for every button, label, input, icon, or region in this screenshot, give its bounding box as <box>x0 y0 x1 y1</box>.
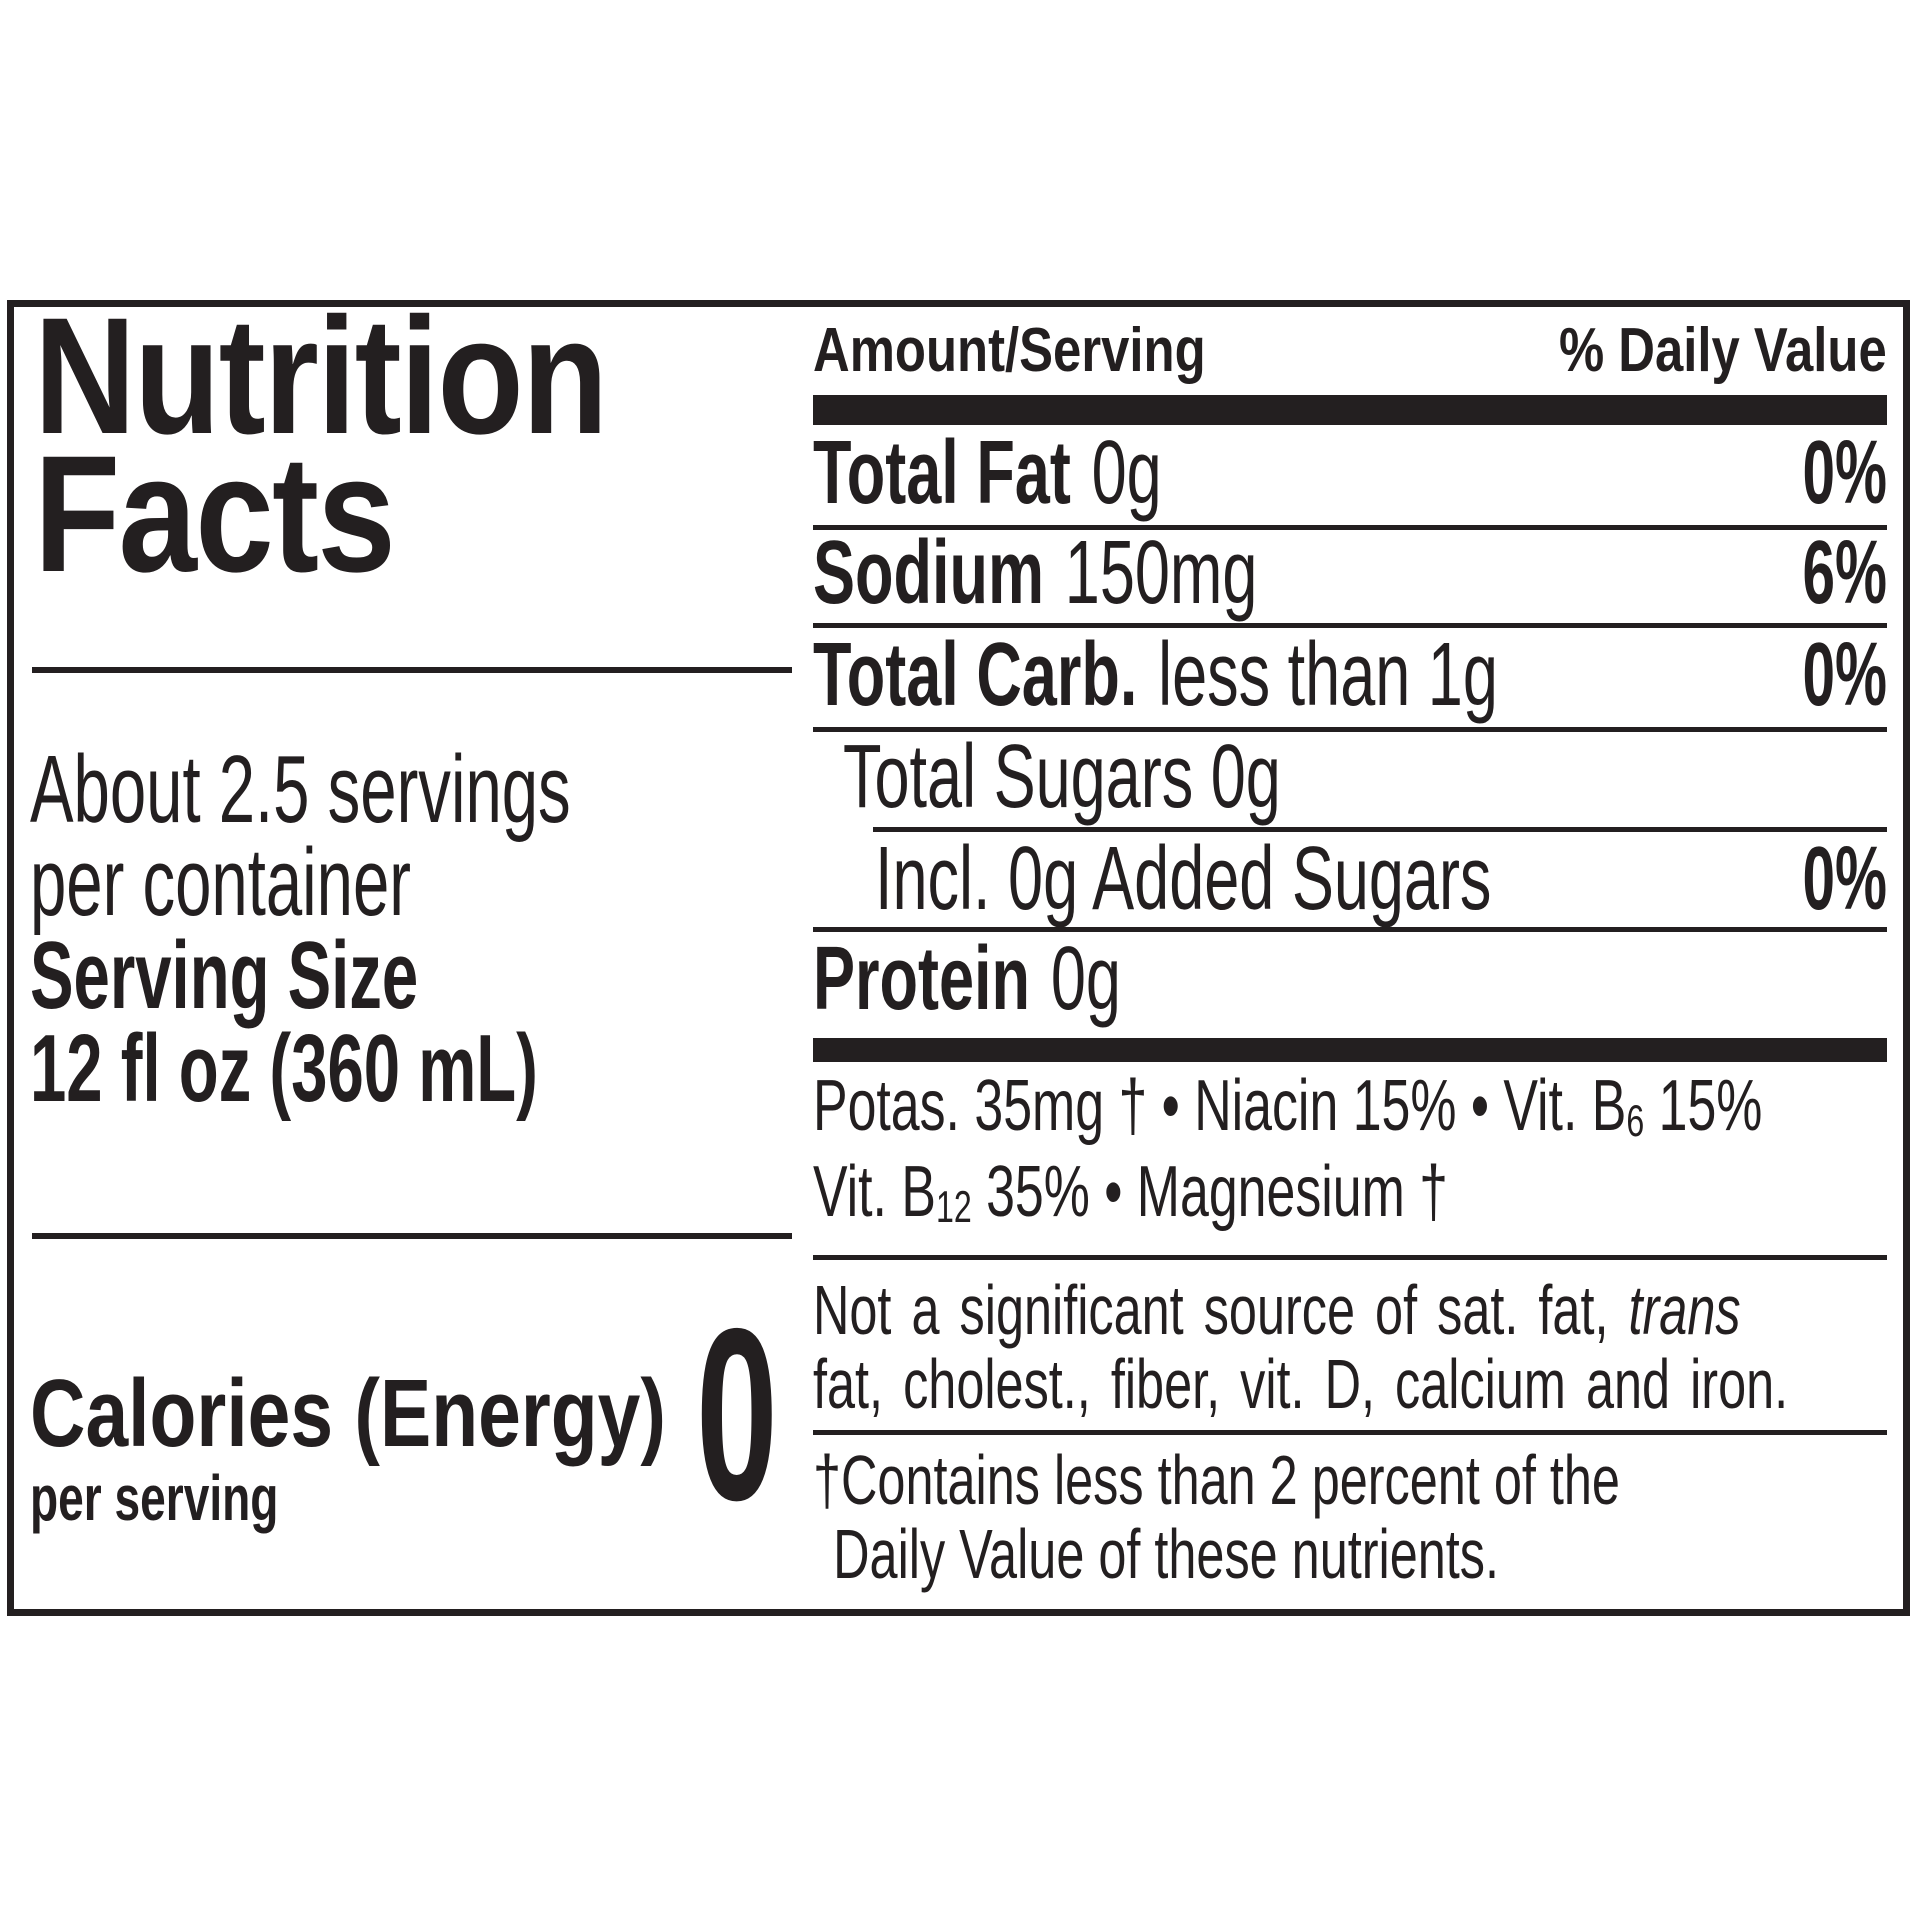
nutrition-facts-label: Nutrition Facts About 2.5 servings per c… <box>7 284 1910 1616</box>
servings-per-container-line1: About 2.5 servings <box>30 736 571 843</box>
label-title: Nutrition Facts <box>34 284 608 607</box>
calories-label: Calories (Energy) <box>30 1360 666 1467</box>
protein-separator-bar <box>813 1038 1887 1062</box>
label-title-line1: Nutrition <box>34 284 608 469</box>
nutrient-amount: Total Sugars 0g <box>843 727 1281 827</box>
servings-per-container-line2: per container <box>30 829 412 936</box>
vitamin-b6-subscript: 6 <box>1626 1097 1645 1147</box>
row-rule <box>813 727 1887 732</box>
serving-info: About 2.5 servings per container Serving… <box>30 736 571 1122</box>
nutrient-name: Total Fat <box>813 423 1071 523</box>
nutrient-row-sodium: Sodium 150mg 6% <box>813 528 1887 620</box>
not-significant-note-line2: fat, cholest., fiber, vit. D, calcium an… <box>813 1345 1789 1423</box>
row-rule <box>813 623 1887 628</box>
dagger-footnote-line1: †Contains less than 2 percent of the <box>813 1441 1620 1519</box>
nutrient-amount: 0g <box>1091 423 1162 523</box>
nutrient-amount: Incl. 0g Added Sugars <box>875 829 1492 929</box>
footnote-rule <box>813 1430 1887 1435</box>
micronutrients-rule <box>813 1255 1887 1260</box>
nutrient-name: Total Carb. <box>813 625 1138 725</box>
row-rule-indented <box>873 827 1887 832</box>
header-separator-bar <box>813 395 1887 425</box>
row-rule <box>813 525 1887 530</box>
vitamin-b12-subscript: 12 <box>935 1183 972 1233</box>
calories-value: 0 <box>696 1277 778 1551</box>
dagger-footnote: †Contains less than 2 percent of the Dai… <box>813 1443 1620 1591</box>
micronutrients-line1: Potas. 35mg † • Niacin 15% • Vit. B6 15% <box>813 1066 1763 1147</box>
nutrient-daily-value: 6% <box>1802 523 1887 623</box>
left-divider-rule-bottom <box>32 1233 792 1239</box>
micronutrients-text: Potas. 35mg † • Niacin 15% • Vit. B6 15%… <box>813 1068 1762 1240</box>
dagger-footnote-line2: Daily Value of these nutrients. <box>833 1515 1499 1593</box>
left-divider-rule-top <box>32 667 792 673</box>
nutrient-daily-value: 0% <box>1802 829 1887 929</box>
nutrient-row-total-carb: Total Carb. less than 1g 0% <box>813 630 1887 722</box>
nutrient-row-total-fat: Total Fat 0g 0% <box>813 428 1887 520</box>
nutrient-daily-value: 0% <box>1802 423 1887 523</box>
row-rule <box>813 927 1887 932</box>
nutrient-table: Amount/Serving % Daily Value Total Fat 0g… <box>813 307 1887 1609</box>
amount-per-serving-header: Amount/Serving <box>813 316 1206 385</box>
percent-daily-value-header: % Daily Value <box>1559 316 1887 385</box>
micronutrients-line2: Vit. B12 35% • Magnesium † <box>813 1152 1449 1233</box>
serving-size-value: 12 fl oz (360 mL) <box>30 1015 538 1122</box>
not-significant-note-line1: Not a significant source of sat. fat, tr… <box>813 1271 1741 1349</box>
nutrient-daily-value: 0% <box>1802 625 1887 725</box>
not-significant-note: Not a significant source of sat. fat, tr… <box>813 1273 1788 1421</box>
label-title-line2: Facts <box>34 422 396 607</box>
nutrient-amount: less than 1g <box>1158 625 1498 725</box>
nutrient-name: Protein <box>813 929 1031 1029</box>
nutrient-row-total-sugars: Total Sugars 0g <box>813 732 1887 824</box>
nutrient-row-added-sugars: Incl. 0g Added Sugars 0% <box>813 834 1887 926</box>
serving-size-label: Serving Size <box>30 922 419 1029</box>
table-header-row: Amount/Serving % Daily Value <box>813 320 1887 382</box>
trans-italic: trans <box>1628 1271 1741 1349</box>
nutrient-amount: 0g <box>1050 929 1121 1029</box>
nutrient-name: Sodium <box>813 523 1044 623</box>
nutrient-row-protein: Protein 0g <box>813 934 1887 1026</box>
calories-sublabel: per serving <box>30 1462 279 1534</box>
nutrient-amount: 150mg <box>1064 523 1258 623</box>
